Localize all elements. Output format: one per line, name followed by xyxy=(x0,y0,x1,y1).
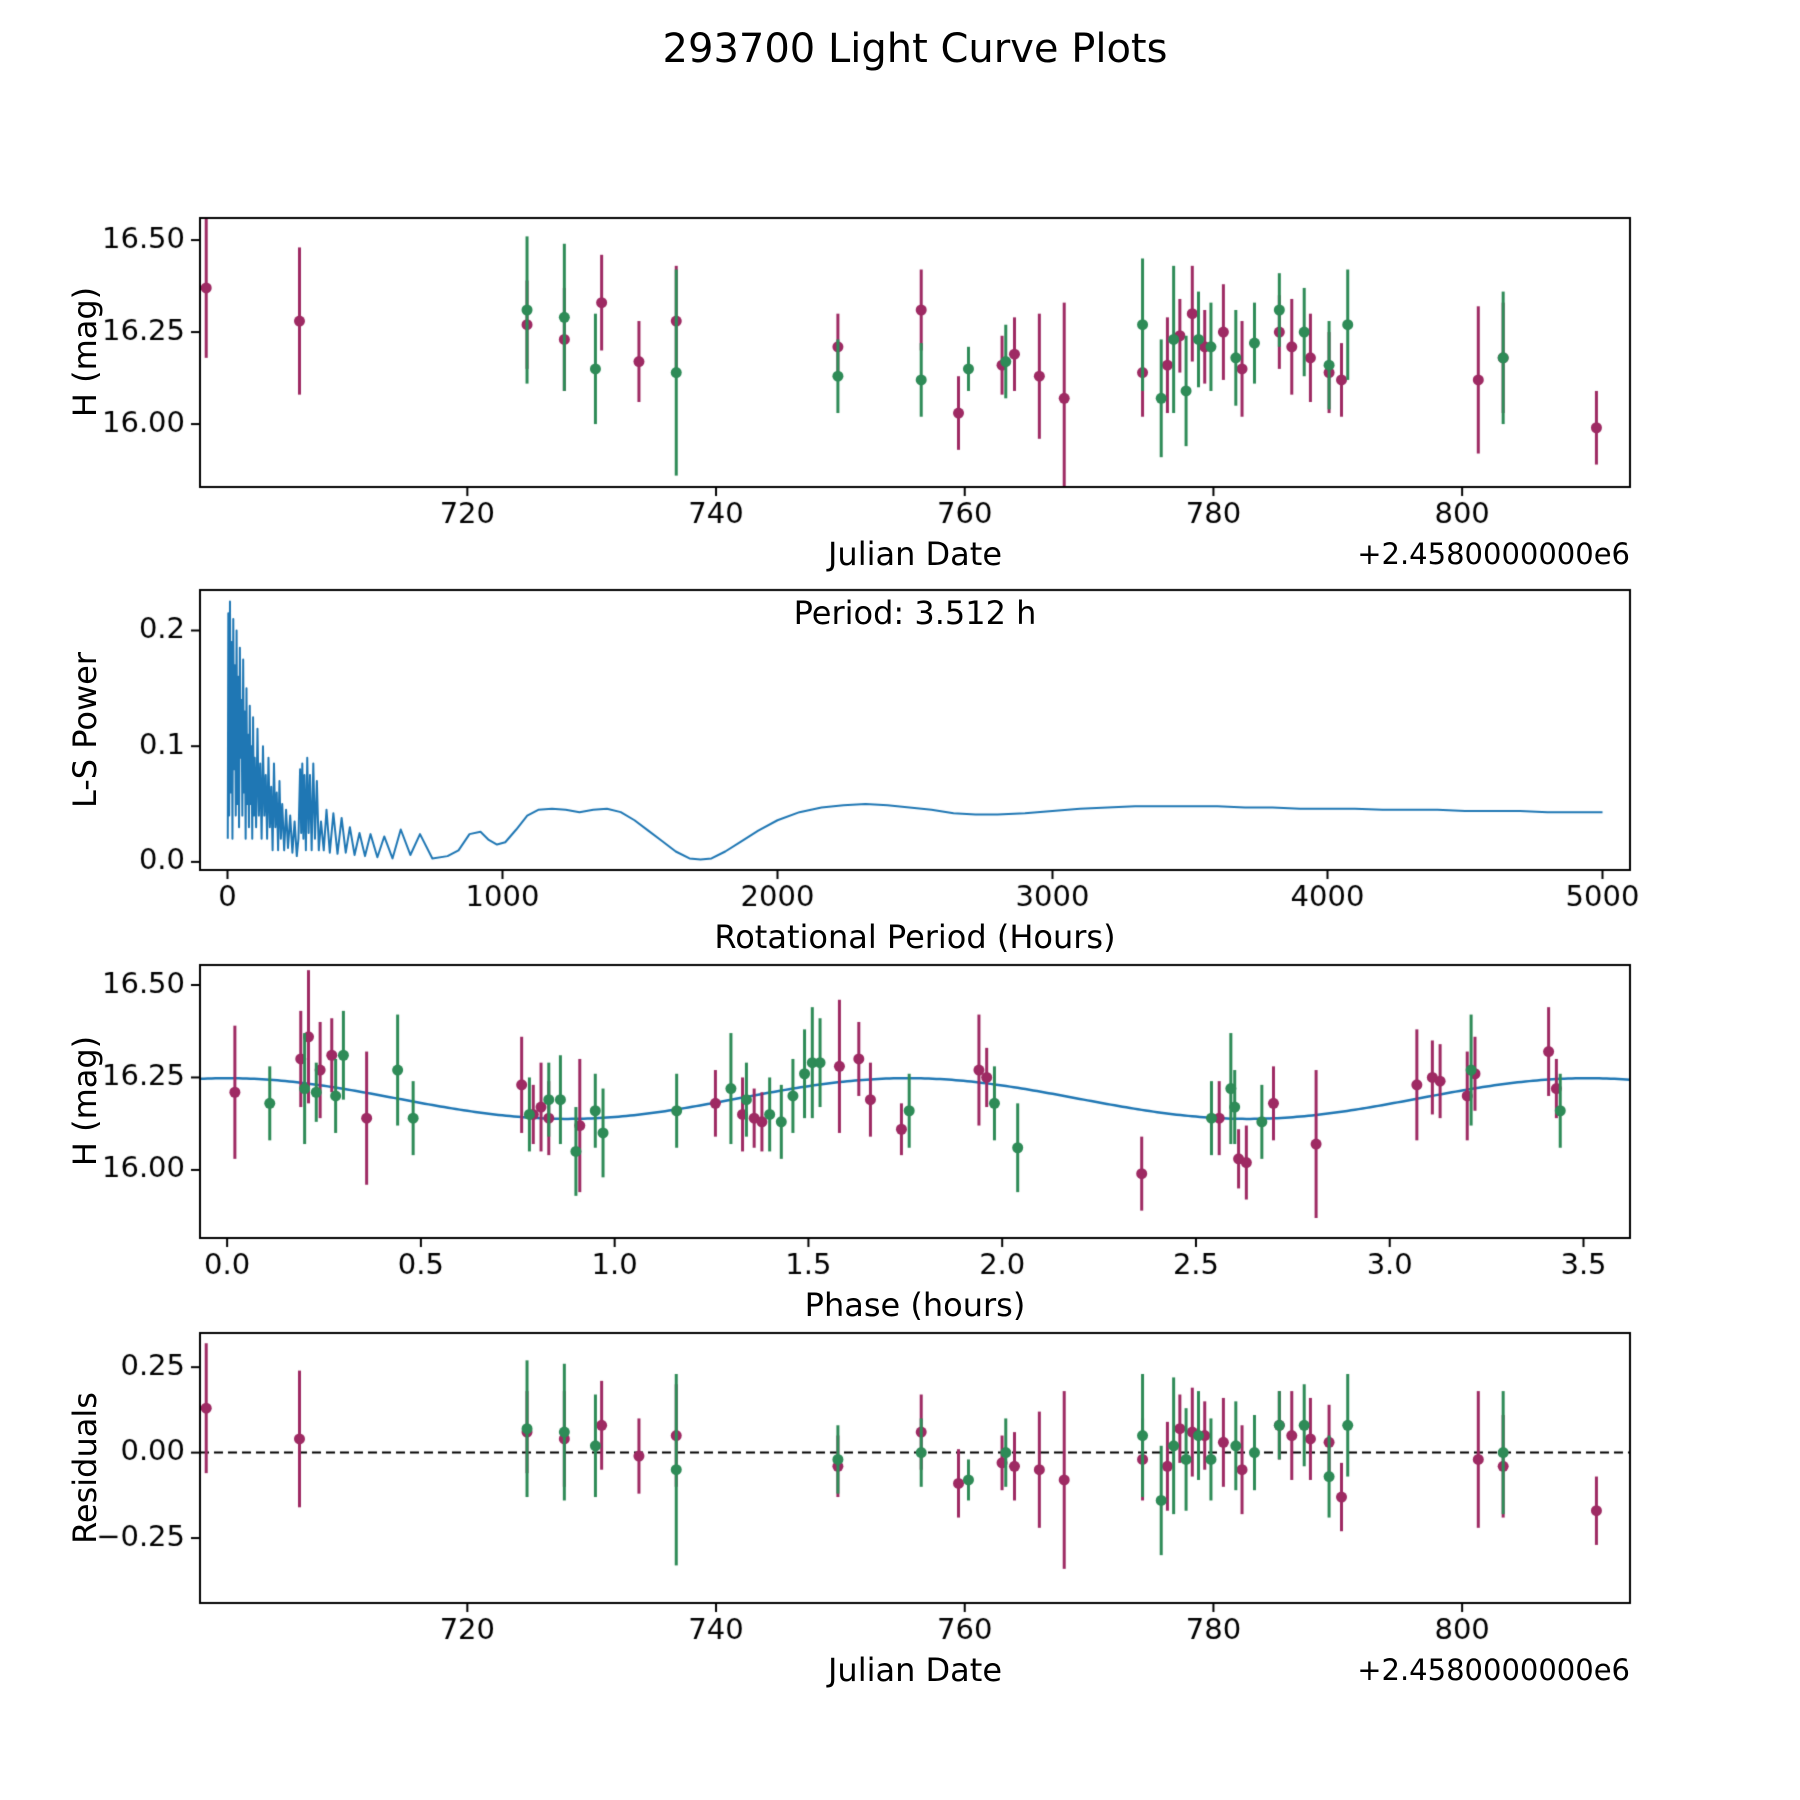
ylabel-h-mag-panel3: H (mag) xyxy=(66,1035,104,1167)
axis-offset-text-panel4: +2.4580000000e6 xyxy=(1357,1653,1630,1687)
period-annotation: Period: 3.512 h xyxy=(793,594,1037,632)
xlabel-julian-date-panel4: Julian Date xyxy=(827,1651,1003,1689)
xlabel-phase-hours: Phase (hours) xyxy=(804,1286,1026,1324)
xlabel-julian-date-panel1: Julian Date xyxy=(827,535,1003,573)
axis-offset-text-panel1: +2.4580000000e6 xyxy=(1357,537,1630,571)
ylabel-residuals: Residuals xyxy=(66,1392,104,1544)
figure-title: 293700 Light Curve Plots xyxy=(662,26,1168,72)
xlabel-rotational-period: Rotational Period (Hours) xyxy=(714,918,1116,956)
ylabel-ls-power: L-S Power xyxy=(66,651,104,809)
ylabel-h-mag-panel1: H (mag) xyxy=(66,286,104,418)
